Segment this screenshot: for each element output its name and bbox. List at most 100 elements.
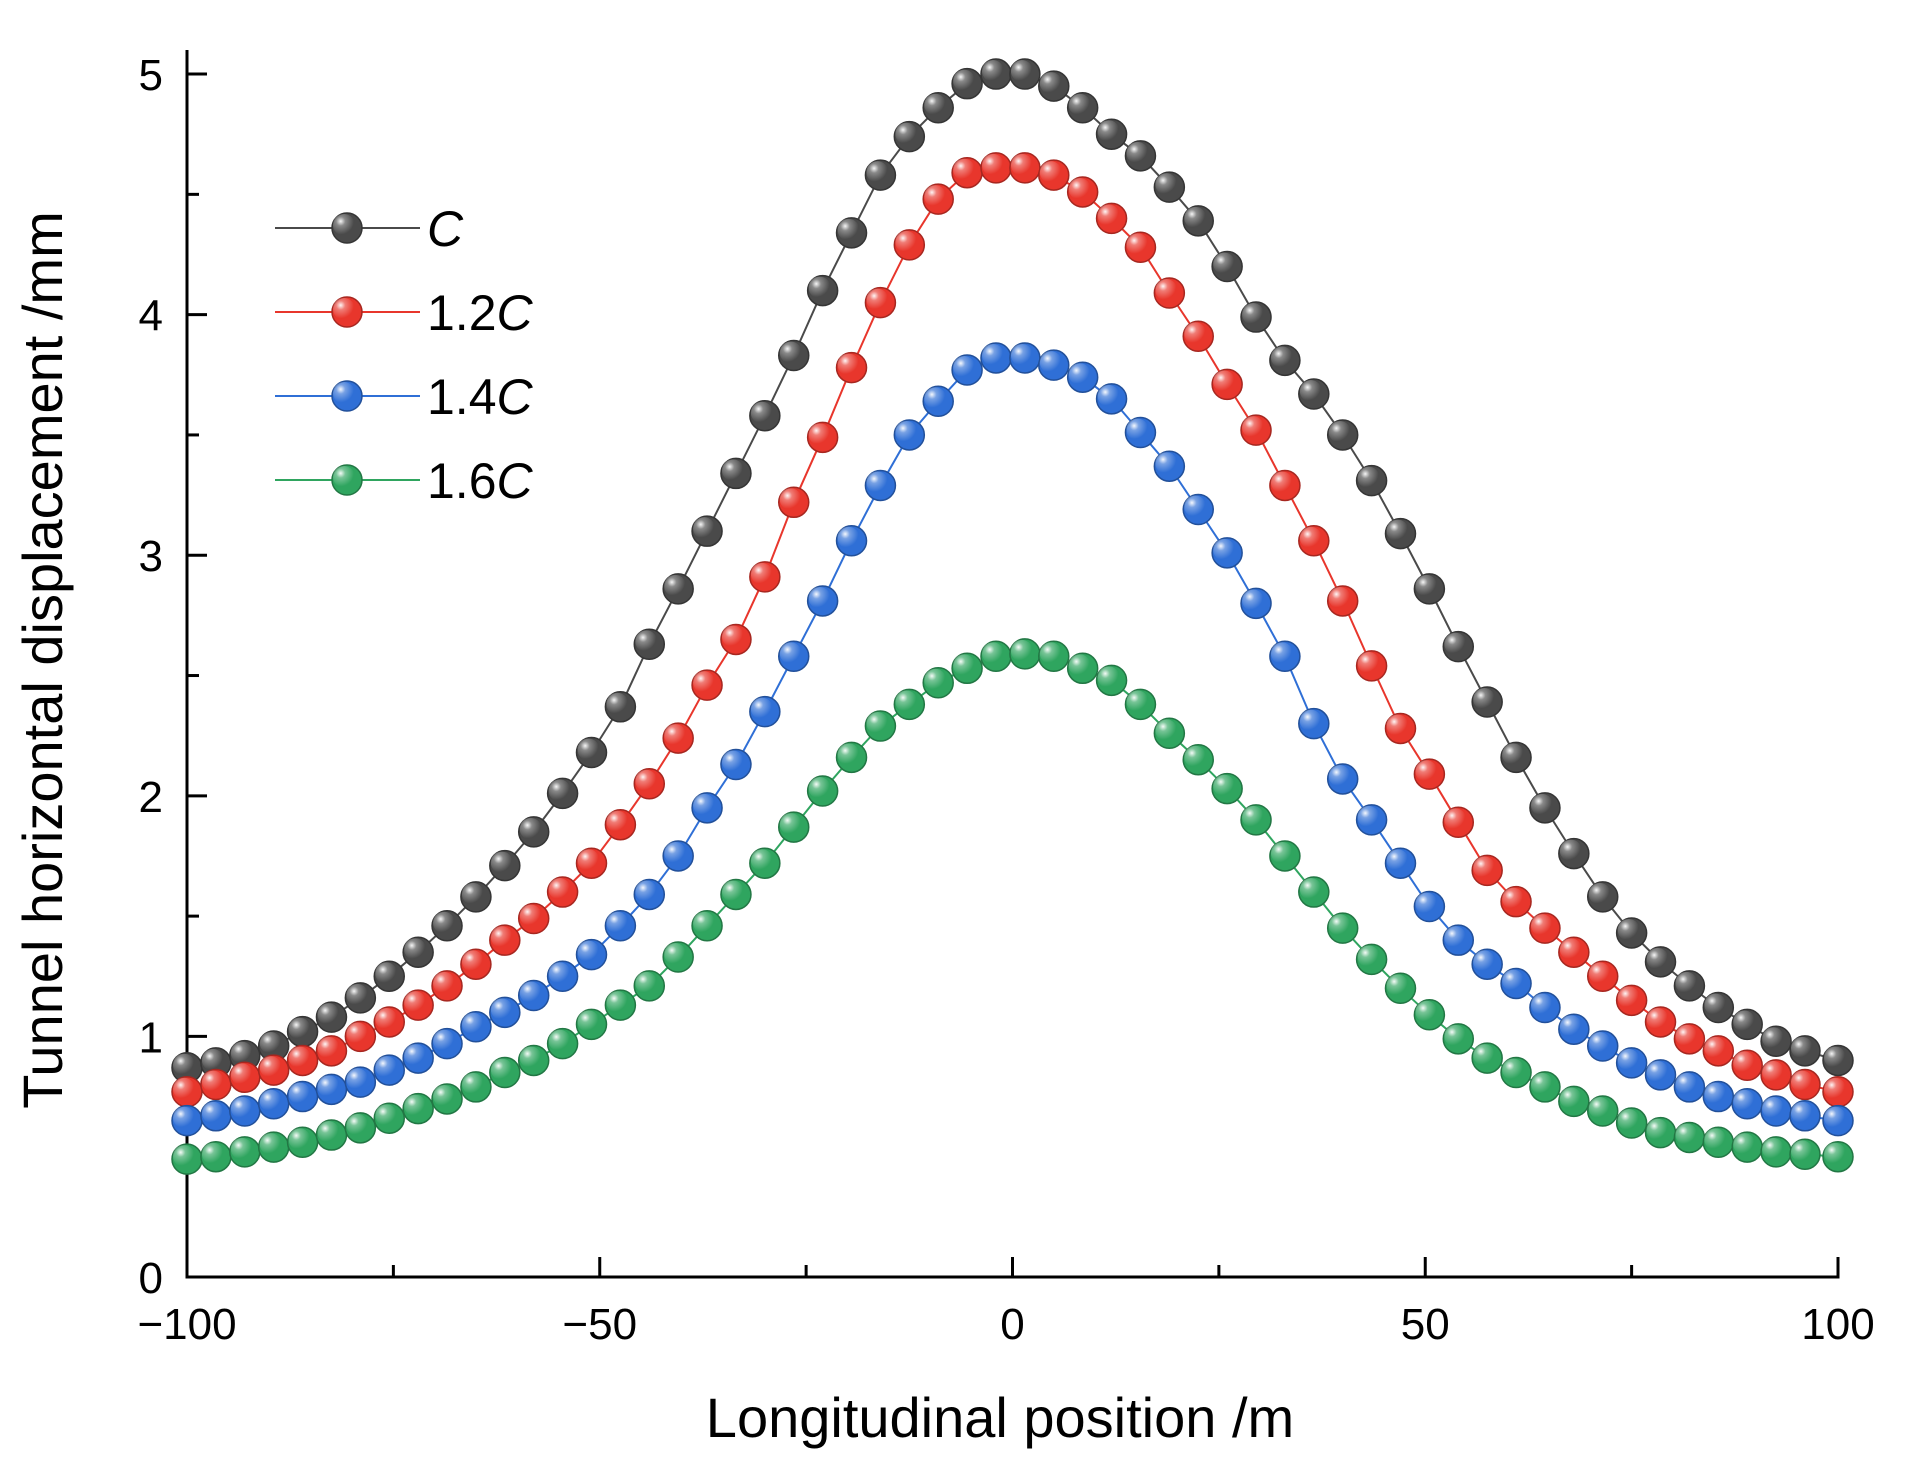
data-point xyxy=(402,1042,434,1074)
data-point xyxy=(806,585,839,617)
legend-label-prefix: 1.2 xyxy=(427,285,497,341)
data-point xyxy=(1240,414,1272,446)
data-point xyxy=(835,741,868,774)
data-point xyxy=(1615,984,1648,1017)
data-point xyxy=(460,881,492,913)
data-point xyxy=(1471,854,1503,887)
data-point xyxy=(1558,1085,1590,1118)
data-point xyxy=(1269,640,1301,673)
data-point xyxy=(1326,585,1359,617)
legend-item: 1.6C xyxy=(275,453,534,509)
data-point xyxy=(1124,416,1157,449)
data-point xyxy=(1298,876,1330,908)
data-point xyxy=(1822,1075,1854,1108)
y-tick-label: 1 xyxy=(139,1013,163,1062)
data-point xyxy=(1673,1023,1706,1055)
data-point xyxy=(489,1056,521,1089)
data-point xyxy=(1500,967,1532,1000)
data-point xyxy=(1182,320,1214,353)
data-point xyxy=(806,421,839,454)
data-point xyxy=(1269,344,1301,377)
data-point xyxy=(1702,1035,1735,1067)
data-point xyxy=(1384,972,1417,1005)
data-point xyxy=(1731,1088,1763,1120)
data-point xyxy=(1355,804,1388,836)
data-point xyxy=(777,811,810,843)
data-point xyxy=(1500,1056,1532,1089)
legend-label: C xyxy=(427,201,464,257)
data-point xyxy=(431,970,463,1002)
data-point xyxy=(922,91,954,124)
data-point xyxy=(546,777,579,810)
series-1.4C xyxy=(171,342,1854,1137)
data-point xyxy=(1586,881,1619,913)
data-point xyxy=(489,849,521,882)
data-point xyxy=(344,1112,377,1144)
data-point xyxy=(749,847,781,879)
data-point xyxy=(1442,924,1475,956)
data-point xyxy=(1066,91,1099,124)
data-point xyxy=(691,792,723,824)
data-point xyxy=(1095,118,1128,150)
data-point xyxy=(806,775,839,807)
data-point xyxy=(1009,152,1041,184)
data-point xyxy=(1124,688,1157,721)
data-point xyxy=(344,1020,377,1053)
legend-label: 1.2C xyxy=(427,285,534,341)
data-point xyxy=(604,909,637,942)
data-point xyxy=(517,816,550,848)
data-point xyxy=(575,938,608,971)
data-point xyxy=(402,936,434,968)
data-point xyxy=(951,652,983,685)
data-point xyxy=(1211,368,1243,401)
data-point xyxy=(1558,1013,1590,1045)
data-point xyxy=(286,1015,319,1048)
data-point xyxy=(1529,912,1561,944)
data-point xyxy=(489,996,521,1029)
data-point xyxy=(1673,970,1706,1002)
legend-label-italic: C xyxy=(497,453,534,509)
data-point xyxy=(1702,1080,1735,1113)
data-point xyxy=(1095,664,1128,697)
data-point xyxy=(1822,1044,1854,1077)
data-point xyxy=(1009,638,1041,670)
legend-item: 1.2C xyxy=(275,285,534,341)
data-point xyxy=(1038,349,1070,381)
data-point xyxy=(460,1011,492,1043)
data-point xyxy=(1442,1023,1475,1055)
data-point xyxy=(171,1143,203,1175)
data-point xyxy=(1240,587,1272,620)
y-tick-label: 3 xyxy=(139,532,163,581)
data-point xyxy=(835,525,868,557)
data-point xyxy=(286,1080,319,1113)
data-point xyxy=(1471,1042,1503,1074)
data-point xyxy=(1471,948,1503,980)
data-point xyxy=(691,909,723,942)
data-point xyxy=(749,695,781,728)
series-layer xyxy=(171,58,1854,1175)
data-point xyxy=(1529,792,1561,824)
data-point xyxy=(1760,1136,1792,1168)
data-point xyxy=(517,1044,550,1077)
data-point xyxy=(229,1095,261,1127)
series-1.6C xyxy=(171,638,1854,1175)
data-point xyxy=(864,286,897,319)
legend: C1.2C1.4C1.6C xyxy=(275,201,534,509)
data-point xyxy=(720,748,752,781)
data-point xyxy=(229,1039,261,1072)
x-tick-label: 50 xyxy=(1401,1300,1450,1349)
data-point xyxy=(604,808,637,841)
data-point xyxy=(286,1126,319,1159)
data-point xyxy=(662,840,694,872)
data-point xyxy=(720,623,752,656)
data-point xyxy=(1182,205,1214,237)
data-point xyxy=(1615,1047,1648,1079)
data-point xyxy=(1615,917,1648,949)
x-axis-title: Longitudinal position /m xyxy=(706,1386,1294,1449)
data-point xyxy=(1702,991,1735,1024)
data-point xyxy=(1038,640,1070,673)
data-point xyxy=(575,1008,608,1041)
legend-label-prefix: 1.6 xyxy=(427,453,497,509)
data-point xyxy=(1298,525,1330,557)
